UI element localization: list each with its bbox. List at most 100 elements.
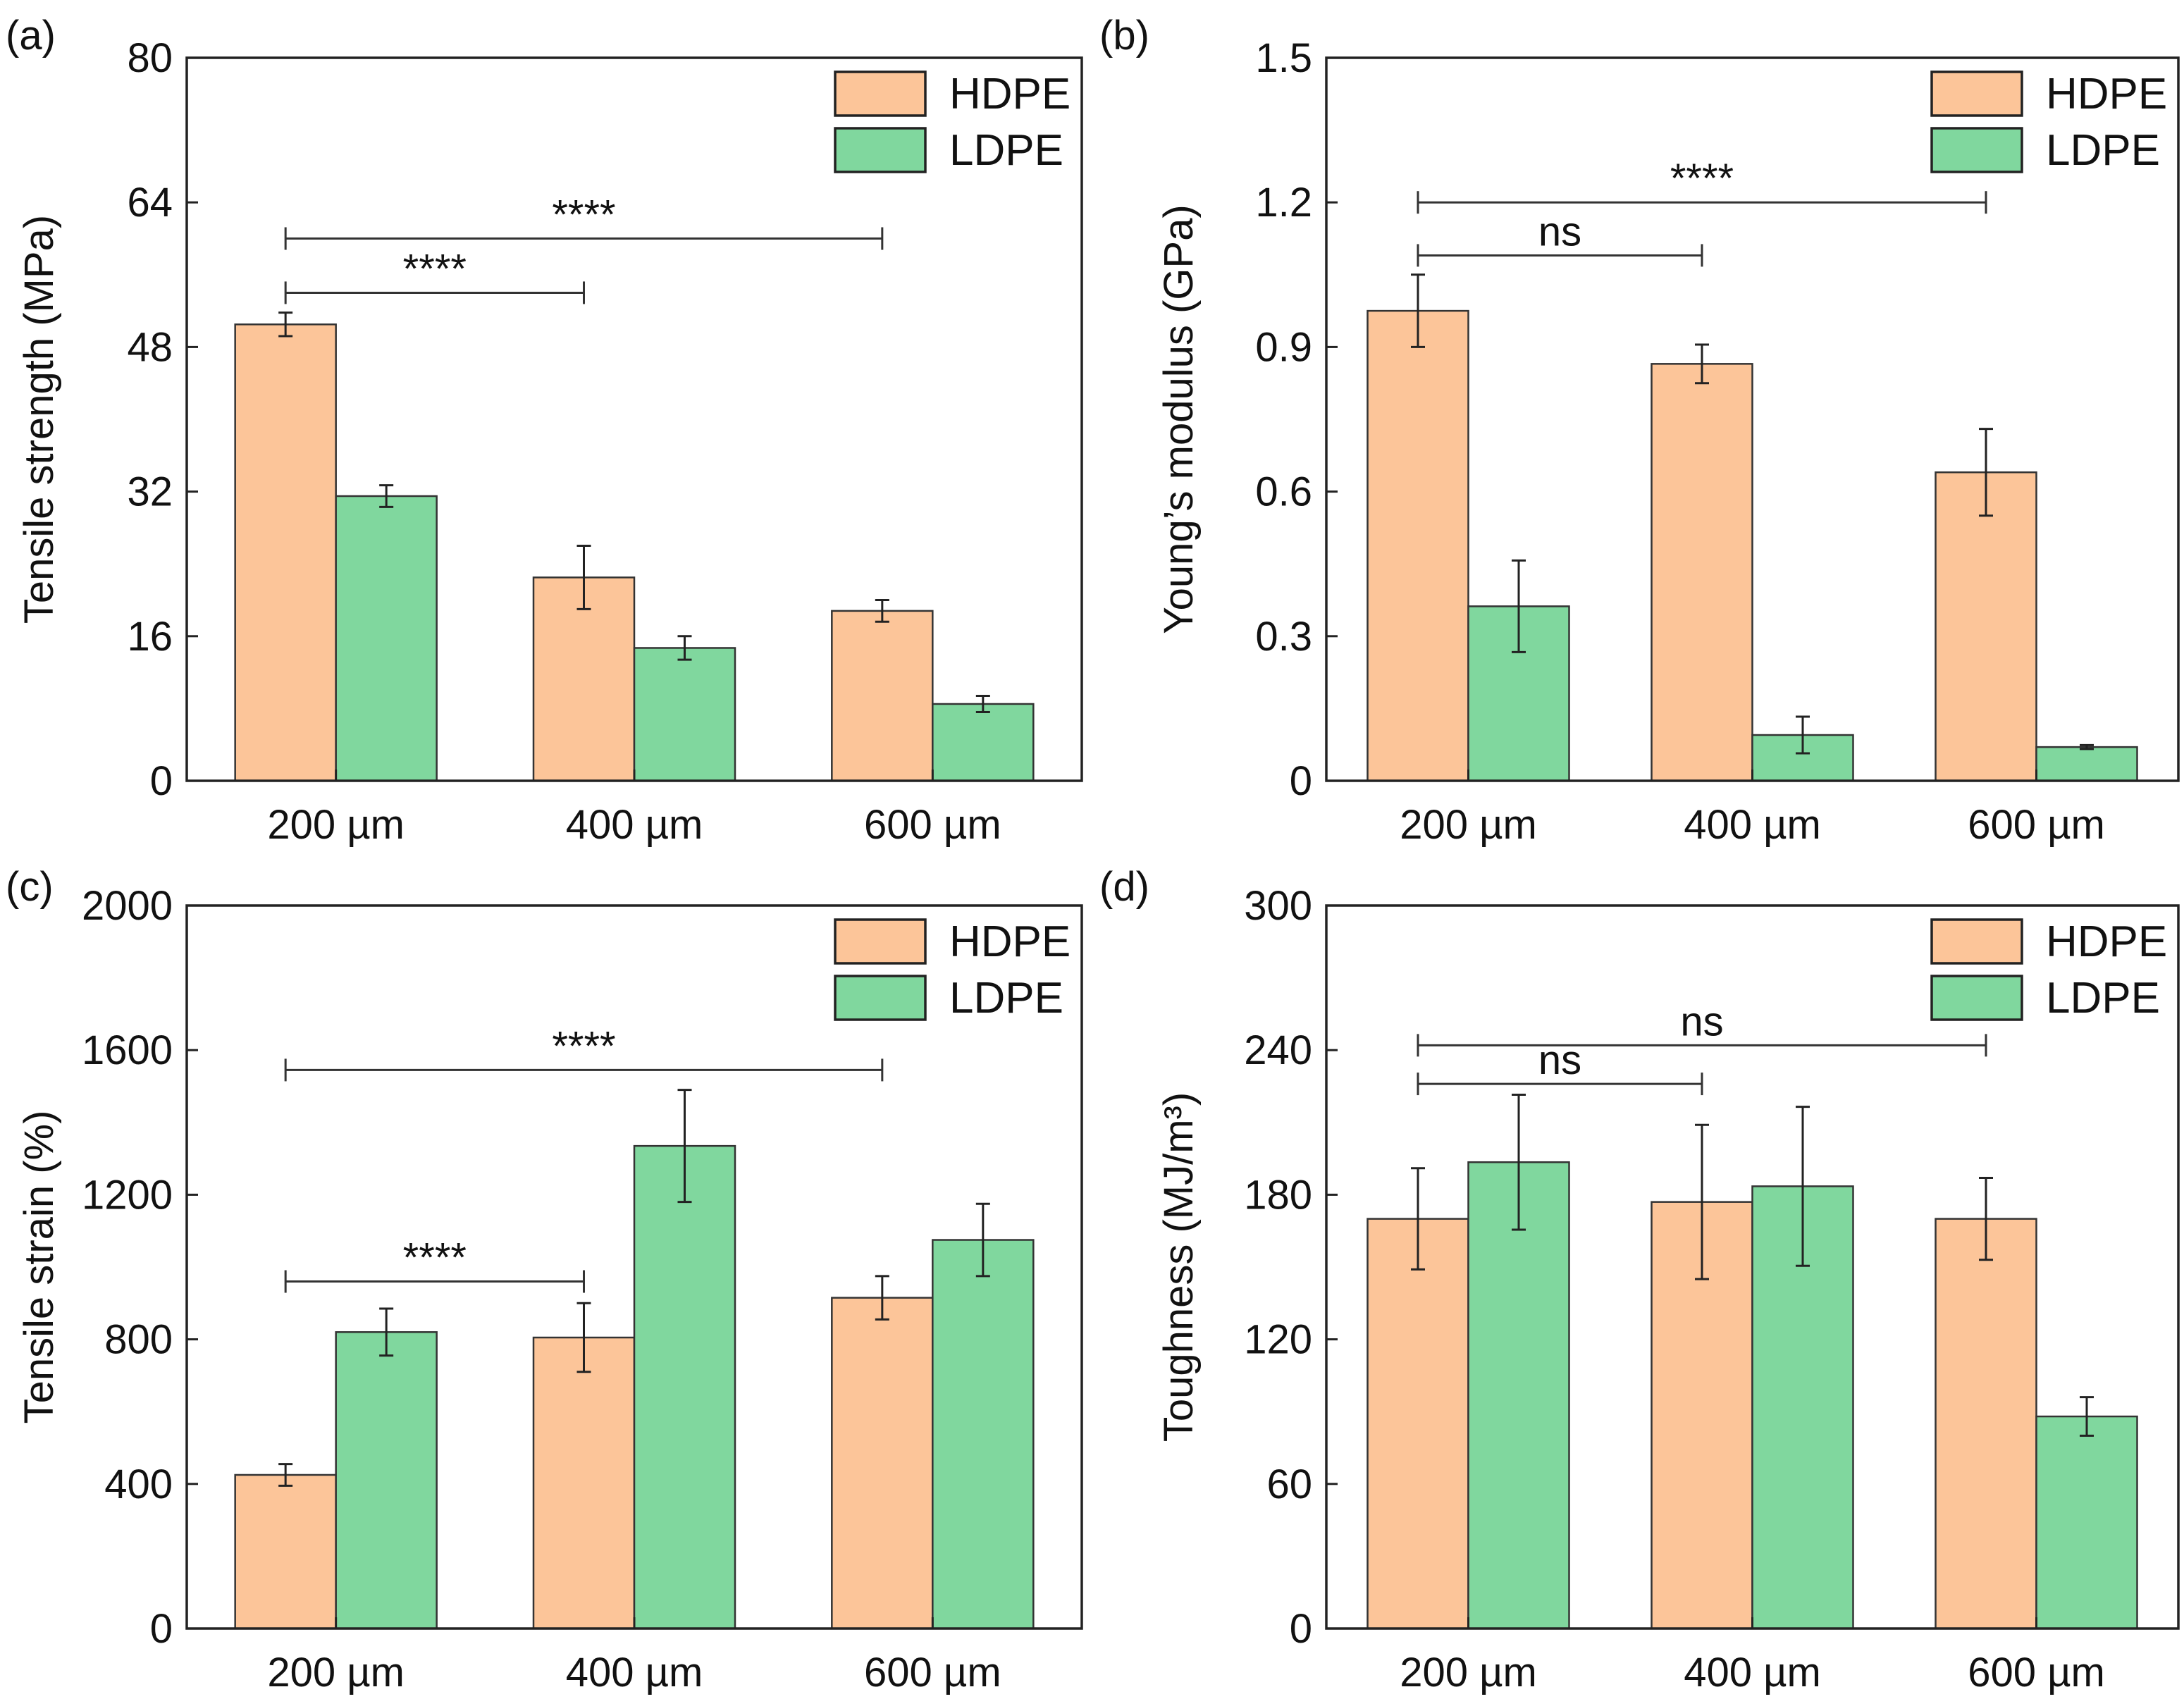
legend-swatch-hdpe: [834, 918, 927, 965]
panel-label: (a): [6, 13, 56, 58]
y-tick-label: 60: [1266, 1462, 1312, 1507]
legend-swatch-ldpe: [834, 975, 927, 1021]
panel-label: (d): [1099, 864, 1149, 910]
significance-label: ****: [403, 1235, 467, 1281]
legend-label-hdpe: HDPE: [949, 918, 1071, 966]
legend-swatch-ldpe: [1930, 975, 2023, 1021]
chart-panel-c: (c) 0 400 800 1200 1600 2000 200 µm 400 µm 600 µm…: [6, 864, 1083, 1695]
bar-hdpe-2: [532, 1336, 636, 1630]
y-tick-label: 1.5: [1255, 35, 1312, 81]
y-tick-label: 0.6: [1255, 469, 1312, 515]
error-bar-ldpe-2: [1796, 1106, 1810, 1267]
y-tick-label: 48: [127, 324, 173, 370]
legend: HDPE LDPE: [1930, 918, 2167, 1023]
error-bar-ldpe-2: [677, 1089, 692, 1204]
significance-label: ****: [403, 246, 467, 292]
bar-hdpe-3: [831, 610, 934, 782]
bar-ldpe-1: [1467, 1161, 1570, 1630]
y-tick-label: 0.3: [1255, 614, 1312, 660]
y-tick-label: 1600: [82, 1027, 173, 1073]
legend-label-hdpe: HDPE: [949, 70, 1071, 118]
significance-label: ns: [1538, 209, 1581, 254]
y-tick-label: 240: [1244, 1027, 1312, 1073]
legend-swatch-hdpe: [1930, 918, 2023, 965]
significance-label: ****: [552, 1023, 615, 1069]
bar-hdpe-3: [1935, 1218, 2037, 1630]
x-tick-label: 200 µm: [267, 802, 405, 848]
error-bar-hdpe-1: [1411, 273, 1425, 348]
y-tick-label: 16: [127, 614, 173, 660]
legend-swatch-hdpe: [1930, 70, 2023, 117]
error-bar-ldpe-1: [379, 1307, 394, 1357]
x-tick-label: 600 µm: [864, 1650, 1001, 1695]
error-bar-hdpe-1: [1411, 1167, 1425, 1271]
x-tick-label: 600 µm: [864, 802, 1001, 848]
y-tick-label: 64: [127, 180, 173, 225]
chart-panel-a: (a) 0 16 32 48 64 80 200 µm 400 µm 600 µm Tensile …: [6, 13, 1083, 848]
error-bar-hdpe-3: [875, 599, 889, 623]
chart-panel-d: (d) 0 60 120 180 240 300 200 µm 400 µm 600 µm Toug…: [1099, 864, 2180, 1695]
bar-hdpe-1: [234, 323, 337, 782]
y-tick-label: 180: [1244, 1172, 1312, 1218]
error-bar-ldpe-1: [379, 484, 394, 508]
x-tick-label: 200 µm: [1400, 1650, 1537, 1695]
bar-ldpe-1: [335, 495, 438, 782]
x-tick-label: 200 µm: [267, 1650, 405, 1695]
chart-panel-b: (b) 0 0.3 0.6 0.9 1.2 1.5 200 µm 400 µm 600 µm You…: [1099, 13, 2180, 848]
bar-hdpe-3: [1935, 471, 2037, 782]
error-bar-hdpe-3: [1979, 1176, 1993, 1261]
y-tick-label: 800: [104, 1317, 173, 1363]
error-bar-ldpe-2: [1796, 715, 1810, 755]
bar-ldpe-1: [335, 1331, 438, 1630]
significance-bracket: [1417, 1073, 1703, 1096]
bar-ldpe-3: [932, 1239, 1035, 1630]
bar-ldpe-3: [2035, 746, 2138, 782]
y-tick-label: 1200: [82, 1172, 173, 1218]
error-bar-hdpe-2: [1695, 343, 1709, 385]
x-tick-label: 400 µm: [1684, 802, 1821, 848]
legend-label-ldpe: LDPE: [949, 974, 1063, 1023]
x-tick-label: 600 µm: [1968, 802, 2105, 848]
panel-label: (b): [1099, 13, 1149, 58]
y-tick-label: 400: [104, 1462, 173, 1507]
legend-swatch-ldpe: [1930, 127, 2023, 173]
error-bar-ldpe-1: [1512, 1093, 1526, 1231]
error-bar-hdpe-2: [576, 1302, 591, 1373]
legend-label-ldpe: LDPE: [2046, 974, 2160, 1023]
y-tick-label: 0: [150, 1606, 173, 1652]
significance-label: ****: [552, 192, 615, 238]
y-tick-label: 1.2: [1255, 180, 1312, 225]
error-bar-hdpe-3: [1979, 428, 1993, 517]
x-tick-label: 200 µm: [1400, 802, 1537, 848]
bar-ldpe-3: [932, 703, 1035, 782]
error-bar-hdpe-2: [576, 545, 591, 610]
bar-hdpe-1: [234, 1474, 337, 1630]
y-tick-label: 2000: [82, 883, 173, 929]
bar-ldpe-3: [2035, 1415, 2138, 1630]
bar-ldpe-2: [633, 1144, 736, 1630]
y-tick-label: 0: [1290, 1606, 1312, 1652]
significance-bracket: [1417, 244, 1703, 267]
bar-hdpe-1: [1366, 309, 1469, 782]
legend-label-hdpe: HDPE: [2046, 70, 2167, 118]
y-tick-label: 32: [127, 469, 173, 515]
error-bar-hdpe-1: [278, 1463, 293, 1487]
legend: HDPE LDPE: [834, 70, 1071, 175]
legend-swatch-hdpe: [834, 70, 927, 117]
significance-bracket: [1417, 1034, 1987, 1057]
error-bar-hdpe-1: [278, 311, 293, 338]
y-axis-title: Tensile strength (MPa): [16, 215, 62, 624]
legend-label-ldpe: LDPE: [949, 126, 1063, 175]
panel-label: (c): [6, 864, 54, 910]
bar-ldpe-2: [633, 647, 736, 782]
x-tick-label: 400 µm: [566, 1650, 703, 1695]
y-tick-label: 80: [127, 35, 173, 81]
error-bar-hdpe-3: [875, 1275, 889, 1321]
x-tick-label: 400 µm: [566, 802, 703, 848]
y-axis-title: Toughness (MJ/m³): [1156, 1092, 1202, 1442]
legend: HDPE LDPE: [834, 918, 1071, 1023]
bar-hdpe-1: [1366, 1218, 1469, 1630]
bar-hdpe-3: [831, 1297, 934, 1630]
x-tick-label: 400 µm: [1684, 1650, 1821, 1695]
